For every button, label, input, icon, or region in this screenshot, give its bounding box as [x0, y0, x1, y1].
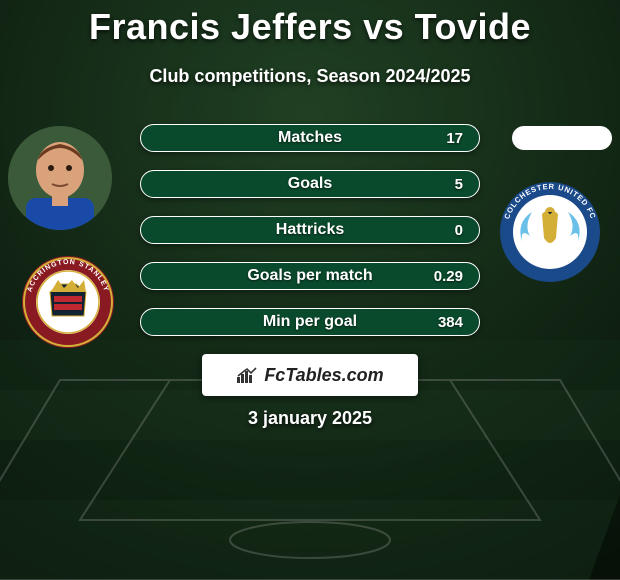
stat-bar: Goals 5	[140, 170, 480, 198]
player-right-avatar-placeholder	[512, 126, 612, 150]
stats-bars: Matches 17 Goals 5 Hattricks 0 Goals per ma…	[140, 124, 480, 354]
club-crest-left: ACCRINGTON STANLEY	[20, 254, 116, 350]
stat-label: Goals per match	[247, 267, 372, 285]
subtitle: Club competitions, Season 2024/2025	[0, 66, 620, 87]
stat-bar: Goals per match 0.29	[140, 262, 480, 290]
club-crest-right: COLCHESTER UNITED FC	[498, 180, 602, 284]
stat-right-value: 0	[455, 222, 463, 239]
stat-bar: Matches 17	[140, 124, 480, 152]
stat-bar: Min per goal 384	[140, 308, 480, 336]
stat-label: Min per goal	[263, 313, 357, 331]
stat-bar: Hattricks 0	[140, 216, 480, 244]
stat-right-value: 384	[438, 314, 463, 331]
infographic-container: Francis Jeffers vs Tovide Club competiti…	[0, 0, 620, 580]
stat-label: Hattricks	[276, 221, 344, 239]
stat-right-value: 0.29	[434, 268, 463, 285]
brand-badge: FcTables.com	[202, 354, 418, 396]
stat-right-value: 5	[455, 176, 463, 193]
date-text: 3 january 2025	[248, 408, 372, 429]
stat-label: Goals	[288, 175, 332, 193]
brand-text: FcTables.com	[264, 365, 383, 386]
brand-icon	[236, 366, 258, 384]
stat-right-value: 17	[446, 130, 463, 147]
player-left-avatar	[8, 126, 112, 230]
stat-label: Matches	[278, 129, 342, 147]
page-title: Francis Jeffers vs Tovide	[0, 0, 620, 48]
